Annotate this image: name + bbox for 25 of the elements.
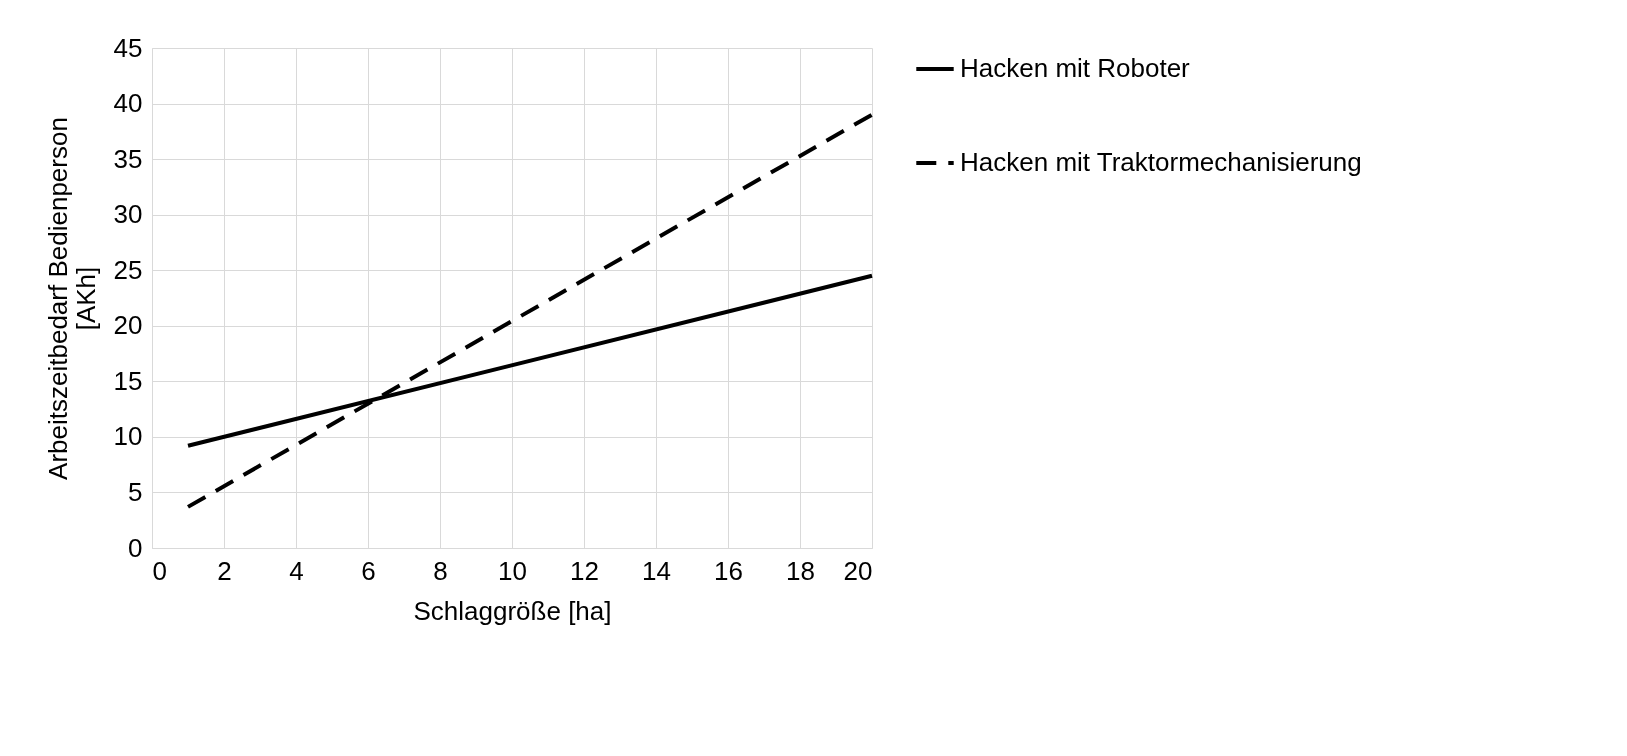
x-tick-label: 12 [570, 555, 599, 586]
y-tick-label: 35 [113, 143, 143, 174]
x-tick-label: 10 [498, 555, 527, 586]
x-tick-label: 2 [217, 555, 232, 586]
y-tick-label: 10 [113, 421, 143, 452]
y-tick-label: 45 [113, 32, 143, 63]
x-axis-title: Schlaggröße [ha] [413, 595, 612, 626]
x-tick-label: 16 [714, 555, 743, 586]
legend-label: Hacken mit Traktormechanisierung [960, 147, 1362, 177]
x-tick-label: 0 [152, 555, 167, 586]
x-tick-label: 6 [361, 555, 376, 586]
x-tick-label: 8 [433, 555, 448, 586]
y-tick-label: 20 [113, 310, 143, 341]
x-tick-label: 4 [289, 555, 304, 586]
y-tick-label: 30 [113, 199, 143, 230]
x-tick-label: 14 [642, 555, 671, 586]
y-tick-label: 15 [113, 365, 143, 396]
x-tick-label: 18 [786, 555, 815, 586]
y-axis-title: Arbeitszeitbedarf Bedienperson [AKh] [42, 117, 101, 480]
y-tick-label: 5 [128, 476, 143, 507]
y-tick-label: 40 [113, 88, 143, 119]
y-tick-label: 25 [113, 254, 143, 285]
legend-label: Hacken mit Roboter [960, 53, 1191, 83]
x-tick-label: 20 [843, 555, 873, 586]
y-tick-label: 0 [128, 532, 143, 563]
